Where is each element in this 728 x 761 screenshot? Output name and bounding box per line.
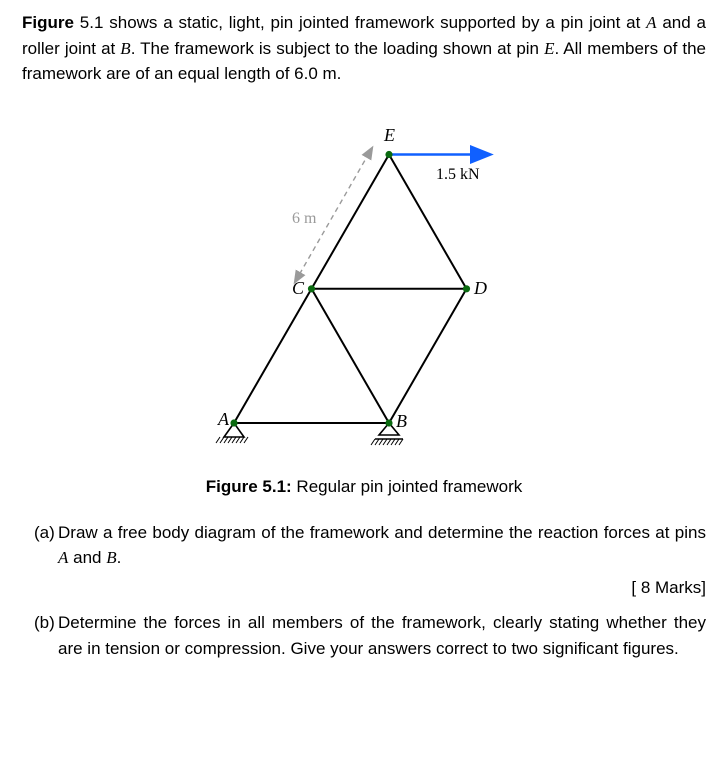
question-b-label: (b) (34, 610, 58, 636)
figure-ref-prefix: Figure (22, 13, 74, 32)
question-a-B: B (106, 548, 116, 567)
pin-B-ref: B (120, 39, 130, 58)
question-a-text2: . (117, 548, 122, 567)
intro-text-1a: shows a static, light, pin jointed frame… (109, 13, 646, 32)
question-a: (a)Draw a free body diagram of the frame… (22, 520, 706, 571)
figure-caption-text: Regular pin jointed framework (292, 477, 523, 496)
figure-container: 6 m 1.5 kN A B C D E Figure 5.1: Regular pin j… (22, 93, 706, 500)
svg-text:1.5 kN: 1.5 kN (436, 166, 480, 183)
svg-text:A: A (217, 409, 230, 429)
figure-caption-bold: Figure 5.1: (206, 477, 292, 496)
question-a-text1: Draw a free body diagram of the framewor… (58, 523, 706, 542)
svg-text:C: C (292, 278, 305, 298)
pin-E-ref: E (544, 39, 554, 58)
question-b-text: Determine the forces in all members of t… (58, 613, 706, 658)
pin-A-ref: A (646, 13, 656, 32)
question-a-and: and (68, 548, 106, 567)
svg-text:E: E (383, 125, 395, 145)
svg-text:D: D (473, 278, 487, 298)
question-b: (b)Determine the forces in all members o… (22, 610, 706, 661)
svg-text:6 m: 6 m (292, 210, 317, 227)
truss-diagram: 6 m 1.5 kN A B C D E (174, 93, 554, 463)
figure-caption: Figure 5.1: Regular pin jointed framewor… (22, 474, 706, 500)
figure-ref-num: 5.1 (74, 13, 109, 32)
intro-paragraph: Figure 5.1 shows a static, light, pin jo… (22, 10, 706, 87)
intro-text-1c: . The framework is subject to the loadin… (131, 39, 544, 58)
svg-text:B: B (396, 411, 407, 431)
question-a-marks: [ 8 Marks] (22, 575, 706, 601)
question-a-A: A (58, 548, 68, 567)
question-a-label: (a) (34, 520, 58, 546)
